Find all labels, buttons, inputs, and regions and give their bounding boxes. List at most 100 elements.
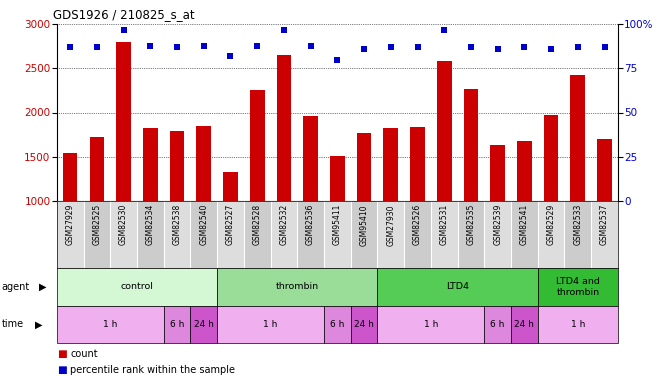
Bar [137, 201, 164, 268]
Bar [57, 306, 164, 343]
Point [118, 27, 129, 33]
Bar [458, 201, 484, 268]
Text: time: time [1, 320, 23, 329]
Text: GSM82535: GSM82535 [466, 204, 476, 245]
Bar [431, 201, 458, 268]
Bar [511, 201, 538, 268]
Point [385, 44, 396, 50]
Bar [484, 306, 511, 343]
Text: ▶: ▶ [39, 282, 46, 292]
Bar [57, 268, 217, 306]
Point [252, 42, 263, 48]
Bar [464, 89, 478, 201]
Bar [570, 75, 585, 201]
Bar [170, 131, 184, 201]
Bar [377, 201, 404, 268]
Text: GSM95411: GSM95411 [333, 204, 342, 245]
Bar [324, 201, 351, 268]
Point [359, 46, 369, 52]
Point [546, 46, 556, 52]
Point [599, 44, 610, 50]
Bar [297, 201, 324, 268]
Bar [63, 153, 77, 201]
Text: 1 h: 1 h [424, 320, 438, 329]
Bar [597, 139, 612, 201]
Point [65, 44, 75, 50]
Bar [244, 201, 271, 268]
Point [332, 57, 343, 63]
Point [412, 44, 423, 50]
Text: GSM82539: GSM82539 [493, 204, 502, 245]
Bar [538, 268, 618, 306]
Bar [538, 201, 564, 268]
Point [305, 42, 316, 48]
Text: GSM82533: GSM82533 [573, 204, 582, 245]
Text: 6 h: 6 h [330, 320, 345, 329]
Point [279, 27, 289, 33]
Text: GDS1926 / 210825_s_at: GDS1926 / 210825_s_at [53, 8, 195, 21]
Text: GSM82525: GSM82525 [92, 204, 102, 245]
Text: GSM82532: GSM82532 [279, 204, 289, 245]
Bar [351, 306, 377, 343]
Point [519, 44, 530, 50]
Bar [110, 201, 137, 268]
Bar [303, 116, 318, 201]
Bar [90, 137, 104, 201]
Bar [564, 201, 591, 268]
Bar [217, 306, 324, 343]
Text: GSM95410: GSM95410 [359, 204, 369, 246]
Text: LTD4: LTD4 [446, 282, 469, 291]
Point [172, 44, 182, 50]
Text: 1 h: 1 h [263, 320, 278, 329]
Bar [196, 126, 211, 201]
Bar [250, 90, 265, 201]
Point [572, 44, 583, 50]
Bar [223, 172, 238, 201]
Bar [324, 306, 351, 343]
Bar [437, 62, 452, 201]
Bar [484, 201, 511, 268]
Bar [511, 306, 538, 343]
Text: 24 h: 24 h [194, 320, 214, 329]
Bar [591, 201, 618, 268]
Text: control: control [120, 282, 154, 291]
Text: GSM82537: GSM82537 [600, 204, 609, 245]
Point [145, 42, 156, 48]
Point [92, 44, 102, 50]
Bar [330, 156, 345, 201]
Text: GSM82538: GSM82538 [172, 204, 182, 245]
Text: LTD4 and
thrombin: LTD4 and thrombin [556, 277, 600, 297]
Bar [383, 128, 398, 201]
Bar [116, 42, 131, 201]
Text: GSM82534: GSM82534 [146, 204, 155, 245]
Bar [271, 201, 297, 268]
Text: percentile rank within the sample: percentile rank within the sample [70, 365, 235, 375]
Text: GSM82530: GSM82530 [119, 204, 128, 245]
Bar [490, 145, 505, 201]
Bar [217, 201, 244, 268]
Bar [84, 201, 110, 268]
Bar [143, 128, 158, 201]
Bar [190, 306, 217, 343]
Text: GSM82528: GSM82528 [253, 204, 262, 245]
Bar [517, 141, 532, 201]
Bar [404, 201, 431, 268]
Text: 1 h: 1 h [103, 320, 118, 329]
Bar [357, 133, 371, 201]
Point [439, 27, 450, 33]
Bar [217, 268, 377, 306]
Point [466, 44, 476, 50]
Text: GSM82527: GSM82527 [226, 204, 235, 245]
Text: GSM82541: GSM82541 [520, 204, 529, 245]
Text: GSM82529: GSM82529 [546, 204, 556, 245]
Bar [377, 306, 484, 343]
Text: thrombin: thrombin [276, 282, 319, 291]
Text: GSM82540: GSM82540 [199, 204, 208, 245]
Bar [538, 306, 618, 343]
Bar [164, 306, 190, 343]
Text: agent: agent [1, 282, 29, 292]
Text: ▶: ▶ [35, 320, 42, 329]
Bar [164, 201, 190, 268]
Bar [351, 201, 377, 268]
Text: 24 h: 24 h [354, 320, 374, 329]
